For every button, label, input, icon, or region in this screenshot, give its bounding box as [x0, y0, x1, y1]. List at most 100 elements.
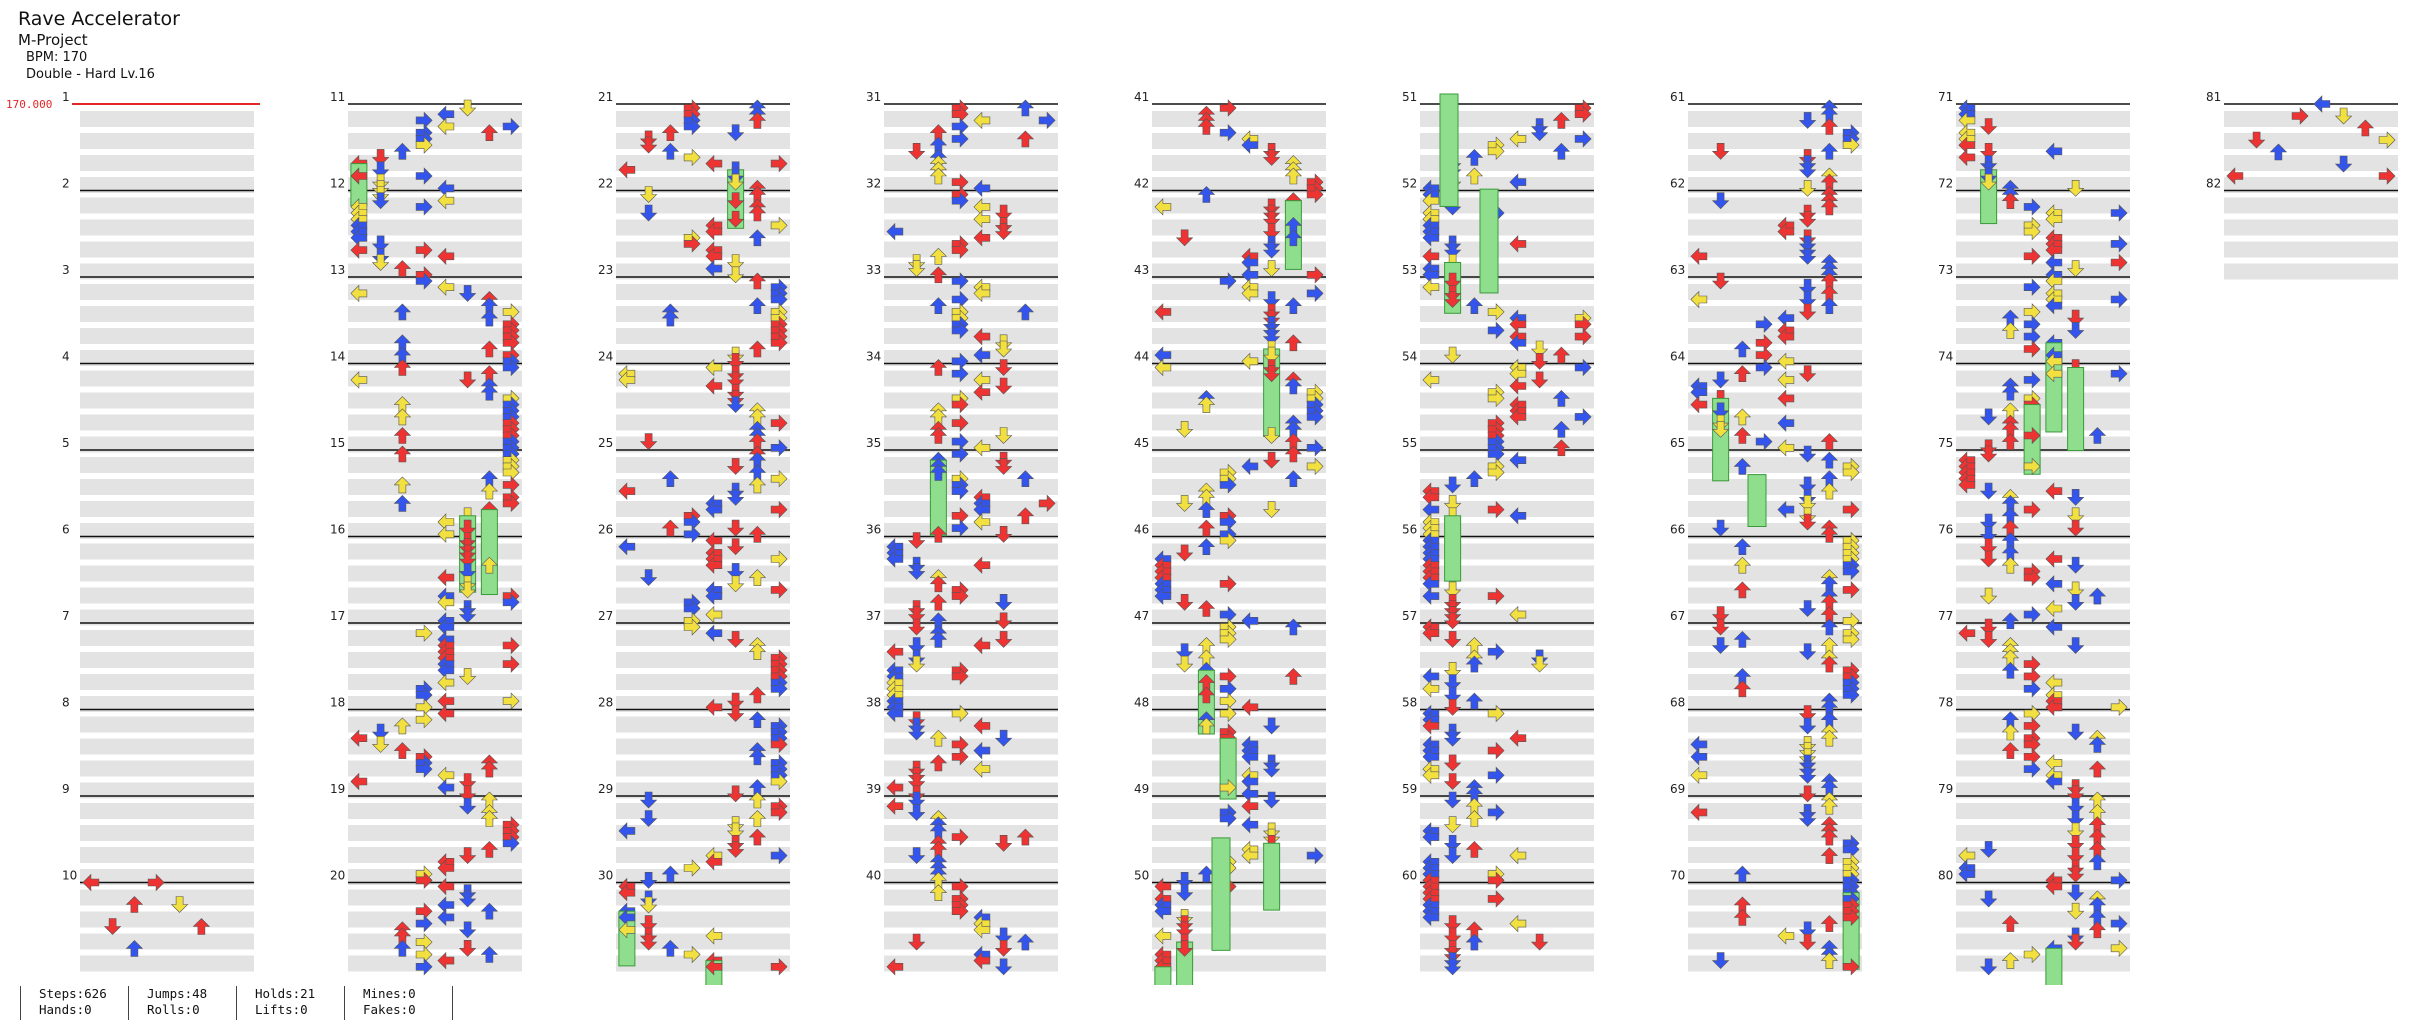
beat-band: [884, 523, 1058, 539]
arrow-up-icon: [661, 309, 680, 327]
arrow-down-icon: [726, 519, 745, 537]
arrow-down-icon: [1443, 661, 1462, 679]
beat-band: [616, 825, 790, 841]
arrow-left-icon: [973, 284, 991, 303]
measure-number: 28: [598, 696, 613, 710]
arrow-right-icon: [2110, 204, 2128, 222]
arrow-right-icon: [951, 395, 969, 414]
arrow-down-icon: [1262, 451, 1281, 469]
arrow-left-icon: [886, 797, 904, 815]
arrow-left-icon: [1777, 222, 1795, 241]
beat-band: [348, 889, 522, 906]
stat-group-mines: Mines:0 Fakes:0: [344, 986, 416, 1020]
arrow-down-icon: [371, 235, 390, 253]
measure-number: 30: [598, 869, 613, 883]
arrow-up-icon: [1733, 457, 1752, 475]
arrow-left-icon: [1509, 334, 1527, 352]
beat-band: [80, 674, 254, 690]
arrow-left-icon: [350, 772, 368, 791]
arrow-down-icon: [2066, 507, 2085, 525]
arrow-up-icon: [748, 828, 767, 846]
beat-band: [1956, 414, 2130, 431]
beat-band: [616, 197, 790, 214]
arrow-left-icon: [1241, 612, 1259, 630]
beat-band: [80, 609, 254, 626]
arrow-right-icon: [502, 655, 520, 673]
arrow-left-icon: [1777, 500, 1795, 519]
arrow-right-icon: [1219, 809, 1237, 828]
beat-band: [80, 587, 254, 604]
arrow-up-icon: [748, 476, 767, 494]
arrow-down-icon: [371, 149, 390, 166]
arrow-up-icon: [2269, 143, 2288, 161]
beat-band: [884, 370, 1058, 387]
measure-number: 13: [330, 263, 345, 277]
arrow-left-icon: [2045, 575, 2063, 593]
arrow-right-icon: [415, 624, 433, 642]
stat-jumps: Jumps:48: [147, 986, 208, 1001]
beat-band: [1688, 436, 1862, 453]
arrow-right-icon: [770, 958, 788, 976]
arrow-down-icon: [1443, 581, 1462, 599]
arrow-up-icon: [929, 464, 948, 481]
arrow-right-icon: [770, 216, 788, 235]
arrow-up-icon: [1197, 538, 1216, 556]
arrow-down-icon: [1443, 915, 1462, 933]
arrow-down-icon: [1798, 717, 1817, 735]
beat-band: [80, 696, 254, 712]
beat-band: [348, 219, 522, 236]
arrow-left-icon: [973, 717, 991, 735]
hold-note: [1439, 93, 1459, 207]
arrow-left-icon: [1509, 605, 1527, 624]
arrow-up-icon: [1465, 933, 1484, 951]
arrow-down-icon: [2066, 902, 2085, 920]
arrow-right-icon: [415, 710, 433, 729]
arrow-down-icon: [1262, 760, 1281, 778]
measure-number: 41: [1134, 90, 1149, 104]
arrow-down-icon: [994, 340, 1013, 358]
measure-number: 16: [330, 523, 345, 537]
arrow-up-icon: [1733, 340, 1752, 358]
arrow-left-icon: [1241, 846, 1259, 865]
arrow-right-icon: [2378, 167, 2396, 185]
beat-band: [884, 133, 1058, 149]
arrow-up-icon: [1820, 525, 1839, 543]
arrow-up-icon: [1016, 507, 1035, 525]
measure-number: 53: [1402, 263, 1417, 277]
beat-band: [348, 782, 522, 799]
measure-column: 41 42 43 44 45 46 47 48 49 50: [1134, 90, 1326, 985]
arrow-left-icon: [705, 927, 723, 945]
arrow-left-icon: [350, 284, 368, 303]
stats-divider: [452, 986, 453, 1020]
arrow-right-icon: [1219, 272, 1237, 290]
beat-band: [348, 565, 522, 582]
arrow-up-icon: [1820, 433, 1839, 450]
arrow-right-icon: [1306, 439, 1324, 457]
beat-band: [1152, 177, 1326, 193]
arrow-left-icon: [2045, 142, 2063, 161]
measure-number: 6: [62, 523, 70, 537]
beat-band: [884, 955, 1058, 972]
beat-band: [1688, 523, 1862, 539]
arrow-right-icon: [1487, 587, 1505, 605]
beat-band: [1420, 696, 1594, 712]
beat-band: [348, 630, 522, 646]
arrow-up-icon: [1284, 167, 1303, 185]
arrow-up-icon: [1820, 828, 1839, 846]
beat-band: [884, 155, 1058, 171]
beat-band: [616, 436, 790, 453]
arrow-right-icon: [770, 735, 788, 754]
arrow-left-icon: [705, 605, 723, 624]
arrow-up-icon: [125, 896, 144, 913]
arrow-down-icon: [1175, 871, 1194, 889]
beat-band: [616, 803, 790, 819]
arrow-down-icon: [994, 593, 1013, 611]
beat-band: [80, 197, 254, 214]
arrow-left-icon: [886, 704, 904, 723]
beat-band: [1152, 523, 1326, 539]
hold-note: [1263, 842, 1281, 911]
arrow-right-icon: [1219, 476, 1237, 494]
arrow-down-icon: [1798, 495, 1817, 512]
beat-band: [1688, 111, 1862, 127]
arrow-right-icon: [1219, 575, 1237, 593]
